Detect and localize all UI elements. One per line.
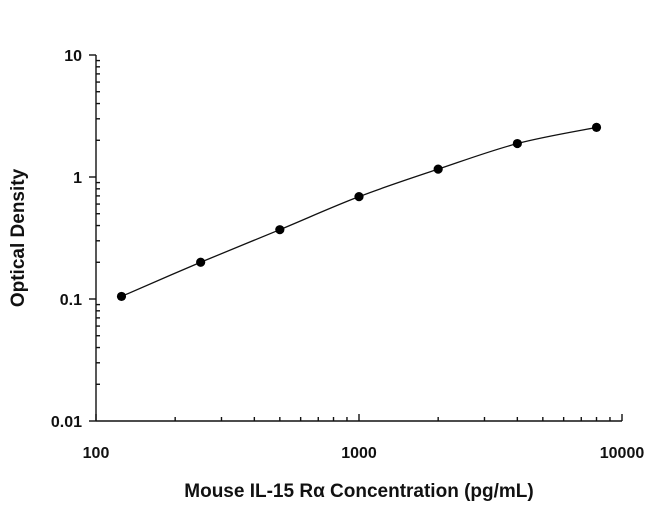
data-point [275, 225, 285, 235]
fit-curve [121, 126, 597, 298]
data-point [591, 122, 602, 133]
x-tick-label-100: 100 [83, 445, 110, 462]
x-axis-title: Mouse IL-15 Rα Concentration (pg/mL) [184, 481, 533, 502]
y-tick-label-0.01: 0.01 [51, 414, 82, 431]
x-tick-label-1000: 1000 [341, 445, 377, 462]
axes [95, 55, 622, 422]
y-axis-title: Optical Density [8, 168, 29, 307]
x-tick-label-10000: 10000 [600, 445, 645, 462]
plot-area [116, 122, 602, 302]
y-tick-label-1: 1 [73, 170, 82, 187]
data-point [196, 257, 206, 267]
x-ticks [95, 414, 623, 421]
y-ticks [89, 54, 100, 422]
data-point [433, 164, 443, 174]
y-tick-label-0.1: 0.1 [60, 292, 82, 309]
y-tick-label-10: 10 [64, 48, 82, 65]
data-point [354, 192, 364, 202]
data-point [116, 291, 127, 302]
data-point [512, 138, 522, 149]
